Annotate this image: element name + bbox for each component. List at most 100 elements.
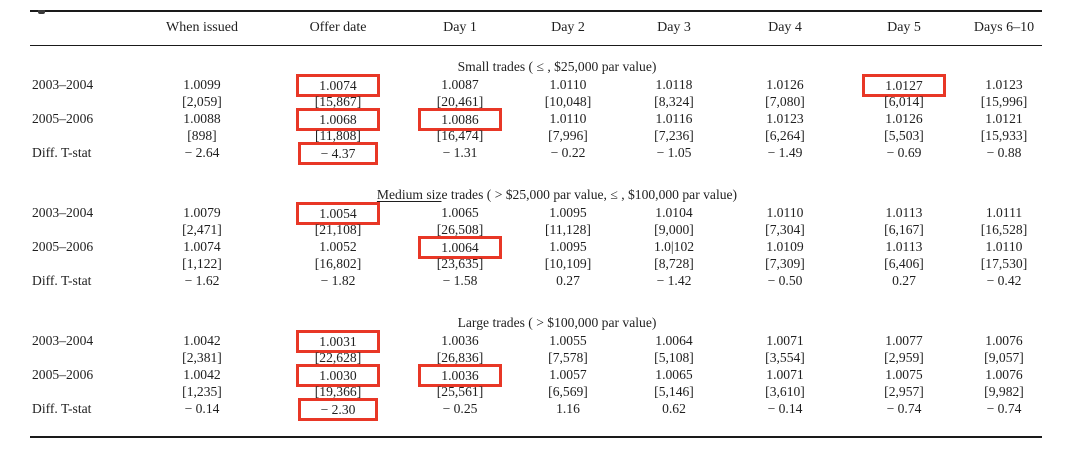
bottom-spacer [30,417,1042,437]
value-cell: 1.0065 [655,366,693,382]
trade-count-cell: [6,569] [548,383,588,399]
value-cell: 1.0110 [549,110,587,126]
header-row: When issued Offer date Day 1 Day 2 Day 3 Day … [30,11,1042,45]
value-cell: 1.0086 [404,107,516,131]
row-label: 2005–2006 [32,366,94,382]
bottom-spacer-cell [30,417,1042,437]
tstat-cell: − 1.49 [767,144,803,160]
value-row: 2003–2004 1.0079 1.0054 1.0065 1.0095 1.0104 1… [30,201,1042,225]
tstat-cell: − 0.50 [767,272,803,288]
value-cell: 1.0099 [183,76,221,92]
value-cell: 1.0123 [985,76,1023,92]
trade-count-cell: [2,471] [182,221,222,237]
trade-count-cell: [19,366] [314,383,362,399]
trade-count-cell: [7,309] [765,255,805,271]
value-cell: 1.0110 [549,76,587,92]
value-cell: 1.0036 [404,363,516,387]
highlight-box: 1.0086 [418,107,502,131]
trade-count-row: [2,381] [22,628] [26,836] [7,578] [5,108] [3,… [30,349,1042,366]
value-cell: 1.0113 [885,204,923,220]
value-cell: 1.0071 [766,332,804,348]
trade-count-cell: [7,080] [765,93,805,109]
highlight-box: 1.0068 [296,107,380,131]
column-header: Day 4 [768,20,802,36]
empty-cell [30,255,132,272]
value-cell: 1.0|102 [653,238,695,254]
trade-count-cell: [9,057] [984,349,1024,365]
section-title: Large trades ( > $100,000 par value) [30,289,1042,332]
trade-count-cell: [1,235] [182,383,222,399]
trade-count-cell: [5,503] [884,127,924,143]
row-label-header [30,11,132,45]
tstat-cell: − 0.42 [986,272,1022,288]
trade-count-cell: [3,610] [765,383,805,399]
highlight-box: − 4.37 [297,141,379,165]
trade-count-cell: [9,000] [654,221,694,237]
tstat-cell: − 1.42 [656,272,692,288]
tstat-cell: − 0.25 [442,400,478,416]
trade-count-row: [2,471] [21,108] [26,508] [11,128] [9,000] [7… [30,221,1042,238]
column-header: When issued [166,20,238,36]
trade-count-cell: [17,530] [980,255,1028,271]
value-cell: 1.0074 [272,73,404,97]
empty-cell [30,93,132,110]
highlight-box: − 2.30 [297,397,379,421]
trade-count-cell: [6,406] [884,255,924,271]
trade-count-cell: [6,264] [765,127,805,143]
highlight-box: 1.0054 [296,201,380,225]
trade-count-cell: [11,808] [315,127,361,143]
tstat-cell: − 0.22 [550,144,586,160]
tstat-cell: − 4.37 [272,141,404,165]
trade-count-cell: [9,982] [984,383,1024,399]
highlight-box: 1.0074 [296,73,380,97]
trade-count-cell: [22,628] [314,349,362,365]
tstat-cell: 0.62 [662,400,686,416]
value-cell: 1.0057 [549,366,587,382]
tstat-cell: 0.27 [892,272,916,288]
value-cell: 1.0118 [655,76,693,92]
value-cell: 1.0126 [766,76,804,92]
trade-count-cell: [5,108] [654,349,694,365]
trade-count-row: [1,122] [16,802] [23,635] [10,109] [8,728] [7… [30,255,1042,272]
row-label: 2003–2004 [32,76,94,92]
row-label: 2003–2004 [32,332,94,348]
highlight-box: 1.0064 [418,235,502,259]
trade-count-cell: [10,048] [544,93,592,109]
column-header: Day 5 [887,20,921,36]
trade-count-cell: [3,554] [765,349,805,365]
value-cell: 1.0126 [885,110,923,126]
column-header: Offer date [309,20,367,36]
trade-count-cell: [7,236] [654,127,694,143]
highlight-box: 1.0031 [296,329,380,353]
highlight-box: 1.0036 [418,363,502,387]
value-cell: 1.0036 [441,332,479,348]
tstat-cell: − 1.82 [320,272,356,288]
row-label: 2005–2006 [32,110,94,126]
value-cell: 1.0031 [272,329,404,353]
value-cell: 1.0065 [441,204,479,220]
value-cell: 1.0104 [655,204,693,220]
tstat-cell: − 0.74 [886,400,922,416]
trade-count-cell: [15,867] [314,93,362,109]
row-label: Diff. T-stat [32,400,92,416]
value-cell: 1.0042 [183,366,221,382]
column-header: Day 2 [551,20,585,36]
trade-count-cell: [2,959] [884,349,924,365]
value-cell: 1.0075 [885,366,923,382]
highlight-box: 1.0030 [296,363,380,387]
tstat-cell: − 1.05 [656,144,692,160]
tstat-row: Diff. T-stat − 1.62 − 1.82 − 1.58 0.27 − 1.42… [30,272,1042,289]
trade-count-cell: [16,528] [980,221,1028,237]
tstat-cell: 0.27 [556,272,580,288]
tstat-cell: − 0.88 [986,144,1022,160]
row-label: Diff. T-stat [32,272,92,288]
value-cell: 1.0127 [842,73,966,97]
column-header: Days 6–10 [973,20,1035,36]
trade-count-cell: [16,474] [436,127,484,143]
trade-count-cell: [15,996] [980,93,1028,109]
section-title-text: Large trades ( > $100,000 par value) [457,314,657,330]
row-label: 2003–2004 [32,204,94,220]
value-cell: 1.0076 [985,332,1023,348]
empty-cell [30,383,132,400]
value-cell: 1.0121 [985,110,1023,126]
